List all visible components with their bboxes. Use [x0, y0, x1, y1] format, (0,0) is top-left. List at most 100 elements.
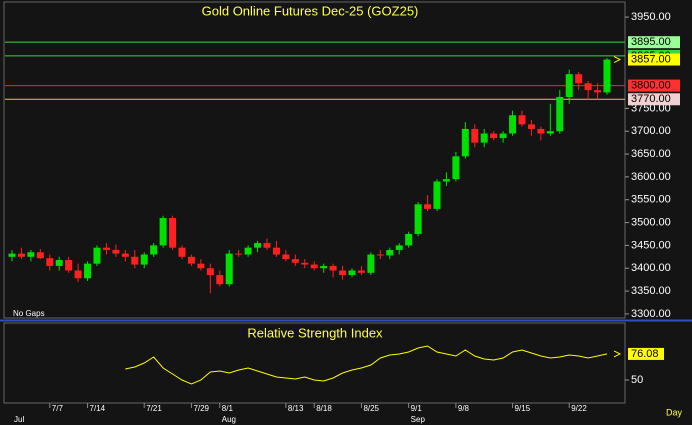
rsi-tick-label: 50 [631, 374, 643, 386]
candle-body [556, 96, 564, 132]
candle-body [584, 83, 592, 91]
y-tick-label: 3300.00 [631, 308, 671, 320]
candle-body [282, 254, 290, 260]
candle-body [310, 264, 318, 269]
candle-body [527, 124, 535, 129]
level-label: 3770.00 [631, 93, 671, 105]
candle-body [395, 245, 403, 250]
candle-body [471, 128, 479, 143]
candle-body [93, 247, 101, 264]
month-label: Aug [222, 415, 236, 424]
candle-body [320, 265, 328, 269]
x-tick-label: 9/1 [411, 404, 423, 413]
y-tick-label: 3700.00 [631, 125, 671, 137]
candle-body [17, 253, 25, 257]
x-tick-label: 9/22 [571, 404, 587, 413]
candle-body [442, 179, 450, 182]
candle-body [112, 249, 120, 254]
candle-body [206, 268, 214, 276]
candle-body [405, 233, 413, 246]
rsi-title: Relative Strength Index [247, 325, 383, 340]
x-tick-label: 9/15 [515, 404, 531, 413]
last-price-label: 3857.00 [631, 53, 671, 65]
candle-body [518, 115, 526, 125]
x-tick-label: 8/1 [222, 404, 234, 413]
candle-body [150, 245, 158, 255]
price-panel [3, 1, 626, 319]
x-tick-label: 7/7 [52, 404, 64, 413]
candle-body [74, 270, 82, 279]
chart-title: Gold Online Futures Dec-25 (GOZ25) [202, 3, 419, 18]
candle-body [244, 247, 252, 255]
candle-body [386, 249, 394, 256]
candle-body [178, 247, 186, 257]
level-label-bg [628, 79, 680, 92]
candle-body [461, 128, 469, 157]
candle-body [235, 253, 243, 255]
y-tick-label: 3950.00 [631, 11, 671, 23]
candle-body [169, 217, 177, 248]
y-tick-label: 3350.00 [631, 285, 671, 297]
rsi-line [125, 345, 608, 385]
x-tick-label: 7/14 [90, 404, 106, 413]
candle-body [339, 270, 347, 276]
candle-body [575, 74, 583, 84]
candle-body [254, 243, 262, 248]
candle-body [480, 133, 488, 143]
candle-body [263, 243, 271, 248]
level-label: 3895.00 [631, 36, 671, 48]
x-tick-label: 9/8 [458, 404, 470, 413]
last-price-bg [628, 53, 680, 66]
level-label-bg [628, 93, 680, 106]
candle-body [216, 275, 224, 285]
y-tick-label: 3450.00 [631, 239, 671, 251]
candle-body [509, 115, 517, 134]
candle-body [131, 256, 139, 265]
month-label: Sep [411, 415, 426, 424]
candle-body [197, 263, 205, 269]
candle-body [65, 260, 73, 271]
month-label: Jul [14, 415, 24, 424]
candle-body [272, 247, 280, 255]
candle-body [102, 247, 110, 250]
gap-note: No Gaps [13, 309, 45, 318]
y-tick-label: 3500.00 [631, 216, 671, 228]
rsi-last-bg [628, 347, 664, 360]
candle-body [36, 252, 44, 259]
candle-body [84, 263, 92, 279]
candle-body [603, 59, 611, 93]
last-price-arrow [613, 56, 622, 63]
candle-body [8, 253, 16, 257]
candle-body [187, 256, 195, 264]
x-tick-label: 8/25 [363, 404, 379, 413]
candle-body [291, 259, 299, 263]
y-tick-label: 3550.00 [631, 194, 671, 206]
x-tick-label: 8/13 [288, 404, 304, 413]
y-tick-label: 3400.00 [631, 262, 671, 274]
candle-body [376, 254, 384, 256]
x-tick-label: 8/18 [316, 404, 332, 413]
candle-body [55, 260, 63, 266]
candle-body [367, 254, 375, 273]
y-tick-label: 3650.00 [631, 148, 671, 160]
candle-body [594, 90, 602, 93]
candle-body [565, 74, 573, 97]
candle-body [329, 265, 337, 271]
candle-body [121, 253, 129, 257]
candle-body [225, 253, 233, 285]
candle-body [348, 270, 356, 276]
rsi-last-label: 76.08 [631, 348, 659, 360]
candle-body [159, 217, 167, 246]
candle-body [46, 258, 54, 266]
candle-body [452, 156, 460, 180]
candle-body [490, 133, 498, 139]
rsi-arrow [613, 350, 622, 358]
x-unit: Day [666, 407, 683, 417]
candle-body [357, 270, 365, 273]
x-tick-label: 7/29 [193, 404, 209, 413]
candle-body [424, 204, 432, 209]
candle-body [433, 181, 441, 209]
y-tick-label: 3600.00 [631, 171, 671, 183]
